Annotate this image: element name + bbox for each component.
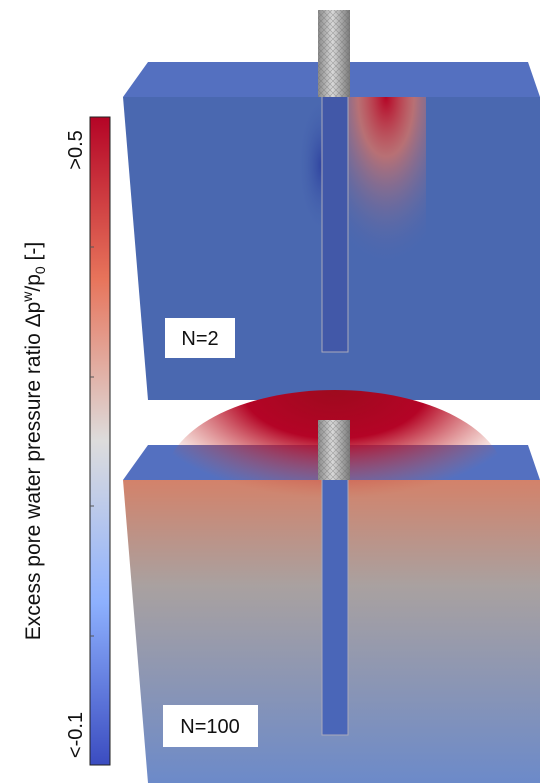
label-text: Excess pore water pressure ratio Δp	[22, 302, 45, 641]
pile-mesh	[318, 420, 350, 480]
panel-label: N=100	[180, 716, 240, 738]
pile-mesh	[318, 10, 350, 97]
label-text: /p	[22, 274, 45, 292]
colorbar	[90, 117, 110, 765]
label-sub: 0	[32, 266, 48, 274]
pile	[322, 95, 348, 352]
panel-n100: N=100	[123, 390, 540, 783]
colorbar-max-label: >0.5	[65, 130, 87, 169]
panel-label: N=2	[181, 328, 218, 350]
figure: >0.5 <-0.1 Excess pore water pressure ra…	[0, 0, 540, 783]
label-text: [-]	[22, 242, 45, 267]
colorbar-label: Excess pore water pressure ratio Δpw/p0 …	[19, 242, 48, 640]
panel-n2: N=2	[123, 10, 540, 400]
pressure-zone	[346, 97, 426, 267]
pile	[322, 478, 348, 735]
colorbar-min-label: <-0.1	[65, 712, 87, 758]
